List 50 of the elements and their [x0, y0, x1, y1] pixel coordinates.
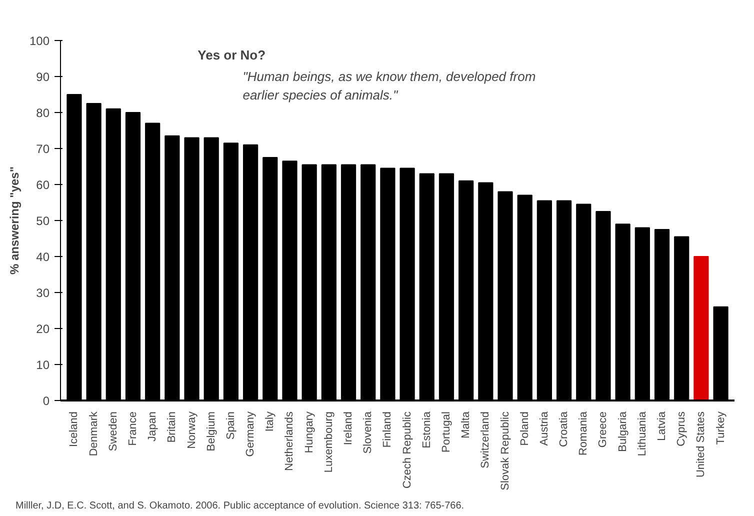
y-tick-label: 90	[36, 70, 50, 84]
x-tick-label: Britain	[166, 411, 178, 443]
x-tick-label: Lithuania	[636, 410, 648, 456]
x-tick-label: Turkey	[714, 411, 727, 445]
x-tick-label: Ireland	[342, 411, 355, 446]
x-tick-label: Germany	[244, 411, 257, 457]
y-tick-label: 0	[42, 394, 50, 408]
x-tick-label: Romania	[578, 410, 590, 456]
x-tick-label: Malta	[460, 410, 472, 438]
x-tick-label: Slovak Republic	[499, 411, 512, 490]
x-tick-label: Japan	[146, 411, 159, 442]
y-tick-label: 80	[36, 106, 50, 120]
x-tick-label: Luxembourg	[322, 411, 335, 473]
x-tick-label: Slovenia	[362, 410, 374, 454]
x-tick-label: Iceland	[68, 411, 80, 447]
x-tick-label: Croatia	[558, 410, 570, 447]
y-tick-label: 60	[36, 178, 50, 192]
text: Yes or No?	[198, 47, 266, 62]
bar	[694, 256, 709, 400]
x-tick-label: Belgium	[205, 411, 218, 452]
y-tick-label: 10	[36, 358, 50, 372]
x-tick-label: Bulgaria	[616, 410, 629, 452]
x-tick-label: Switzerland	[480, 412, 492, 468]
x-tick-label: Denmark	[88, 411, 100, 456]
x-tick-label: Italy	[264, 411, 276, 432]
x-tick-label: Cyprus	[676, 411, 688, 446]
x-tick-label: Hungary	[303, 411, 316, 454]
x-tick-label: France	[126, 411, 139, 446]
text: Milller, J.D, E.C. Scott, and S. Okamoto. 2006. Public acceptance of evolution. Science 313: 765-766.	[16, 500, 464, 512]
x-tick-label: Poland	[518, 411, 531, 446]
y-tick-label: 40	[36, 250, 50, 264]
x-tick-label: Latvia	[656, 410, 668, 441]
y-tick-label: 70	[36, 142, 50, 156]
y-tick-label: 100	[29, 34, 50, 48]
y-tick-label: 20	[36, 322, 50, 336]
y-tick-label: 50	[36, 214, 50, 228]
x-tick-label: Norway	[186, 411, 198, 449]
text: "Human beings, as we know them, developed from earlier species of animals."	[242, 69, 536, 103]
x-tick-label: Greece	[597, 411, 610, 448]
x-tick-label: Sweden	[107, 411, 120, 452]
x-tick-label: Estonia	[420, 410, 433, 448]
y-axis-title: % answering "yes"	[7, 166, 22, 275]
x-tick-label: Portugal	[440, 411, 452, 452]
x-tick-label: Spain	[224, 411, 237, 440]
x-tick-label: Finland	[382, 412, 394, 448]
x-tick-label: United States	[695, 411, 708, 478]
x-tick-label: Austria	[538, 410, 550, 446]
x-tick-label: Czech Republic	[401, 411, 414, 489]
x-tick-label: Netherlands	[284, 411, 296, 471]
y-tick-label: 30	[36, 286, 50, 300]
